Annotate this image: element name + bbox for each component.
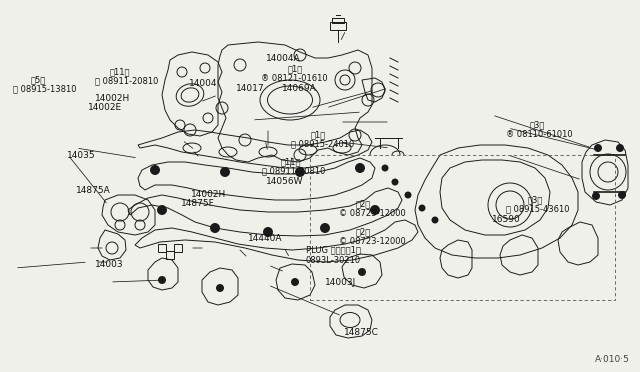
Text: （1）: （1） xyxy=(310,130,326,139)
Circle shape xyxy=(392,179,399,186)
Text: （1）: （1） xyxy=(288,64,303,73)
Text: 14875A: 14875A xyxy=(76,186,110,195)
Circle shape xyxy=(616,144,624,152)
Text: 14002H: 14002H xyxy=(191,190,226,199)
Text: 14003J: 14003J xyxy=(325,278,356,287)
Text: （2）: （2） xyxy=(355,227,371,236)
Circle shape xyxy=(381,164,388,171)
Text: （3）: （3） xyxy=(530,121,545,129)
Circle shape xyxy=(618,191,626,199)
Circle shape xyxy=(291,278,299,286)
Text: （11）: （11） xyxy=(110,67,131,76)
Text: Ⓝ 08911-20810: Ⓝ 08911-20810 xyxy=(95,77,158,86)
Bar xyxy=(174,244,182,252)
Circle shape xyxy=(320,223,330,233)
Bar xyxy=(332,18,344,23)
Circle shape xyxy=(370,205,380,215)
Bar xyxy=(330,22,346,30)
Text: Ⓜ 08915-24010: Ⓜ 08915-24010 xyxy=(291,140,355,149)
Circle shape xyxy=(295,167,305,177)
Circle shape xyxy=(157,205,167,215)
Circle shape xyxy=(404,192,412,199)
Text: A·010·5: A·010·5 xyxy=(595,355,630,364)
Circle shape xyxy=(216,284,224,292)
Text: PLUG プラグ（1）: PLUG プラグ（1） xyxy=(306,246,361,254)
Text: ® 08110-61010: ® 08110-61010 xyxy=(506,130,572,139)
Text: Ⓝ 08915-13810: Ⓝ 08915-13810 xyxy=(13,85,76,94)
Bar xyxy=(310,155,615,300)
Circle shape xyxy=(355,163,365,173)
Circle shape xyxy=(419,205,426,212)
Text: ® 08121-01610: ® 08121-01610 xyxy=(261,74,328,83)
Text: （3）: （3） xyxy=(528,195,543,204)
Text: （11）: （11） xyxy=(280,157,301,166)
Text: 14004: 14004 xyxy=(189,79,218,88)
Text: Ⓜ 08915-43610: Ⓜ 08915-43610 xyxy=(506,205,569,214)
Circle shape xyxy=(358,268,366,276)
Text: 14875C: 14875C xyxy=(344,328,379,337)
Text: 14056W: 14056W xyxy=(266,177,303,186)
Text: 0893L-30210: 0893L-30210 xyxy=(306,256,361,265)
Text: 14035: 14035 xyxy=(67,151,96,160)
Circle shape xyxy=(431,217,438,224)
Text: 14017: 14017 xyxy=(236,84,264,93)
Text: 14002E: 14002E xyxy=(88,103,122,112)
Circle shape xyxy=(594,144,602,152)
Text: 14069A: 14069A xyxy=(282,84,316,93)
Text: © 08723-12000: © 08723-12000 xyxy=(339,237,406,246)
Circle shape xyxy=(263,227,273,237)
Circle shape xyxy=(210,223,220,233)
Text: 14003: 14003 xyxy=(95,260,124,269)
Circle shape xyxy=(150,165,160,175)
Text: 14002H: 14002H xyxy=(95,94,130,103)
Bar xyxy=(158,244,166,252)
Circle shape xyxy=(592,192,600,200)
Text: Ⓝ 08911-20810: Ⓝ 08911-20810 xyxy=(262,167,326,176)
Text: （5）: （5） xyxy=(31,75,46,84)
Text: 14440A: 14440A xyxy=(248,234,283,243)
Circle shape xyxy=(158,276,166,284)
Text: （2）: （2） xyxy=(355,200,371,209)
Text: 14875F: 14875F xyxy=(180,199,214,208)
Circle shape xyxy=(220,167,230,177)
Text: © 08723-12000: © 08723-12000 xyxy=(339,209,406,218)
Text: 16590: 16590 xyxy=(492,215,520,224)
Text: 14004A: 14004A xyxy=(266,54,300,63)
Bar xyxy=(166,251,174,259)
